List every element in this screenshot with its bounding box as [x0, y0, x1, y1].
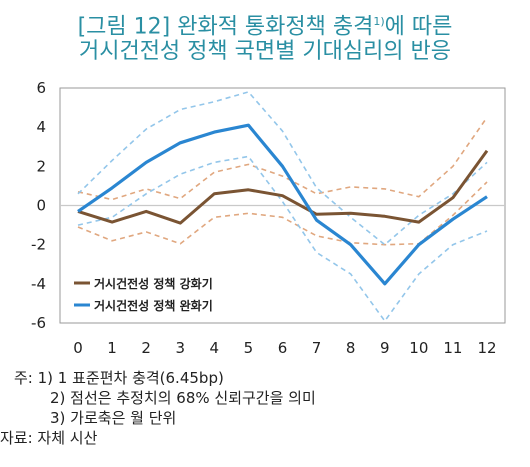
x-tick-label-5: 5 [244, 339, 254, 357]
x-tick-label-6: 6 [278, 339, 288, 357]
x-tick-label-0: 0 [73, 339, 83, 357]
y-tick-label-2: 2 [36, 157, 46, 175]
x-tick-label-1: 1 [107, 339, 117, 357]
chart-title-footnote-mark: 1) [373, 15, 385, 28]
series-1-upper-band [77, 90, 488, 246]
x-tick-label-9: 9 [380, 339, 390, 357]
source-note: 자료: 자체 시산 [0, 429, 98, 447]
chart-title-main: [그림 12] 완화적 통화정책 충격 [77, 14, 374, 40]
y-tick-label-6: -6 [31, 314, 46, 332]
note-2: 2) 점선은 추정치의 68% 신뢰구간을 의미 [50, 389, 316, 407]
x-tick-label-7: 7 [312, 339, 322, 357]
chart-title-tail: 에 따른 [384, 14, 453, 40]
series-1-line [77, 123, 488, 286]
legend-label-0: 거시건전성 정책 강화기 [94, 276, 213, 291]
y-tick-label-4: -2 [31, 236, 46, 254]
x-tick-label-12: 12 [477, 339, 496, 357]
x-tick-label-3: 3 [175, 339, 185, 357]
y-tick-label-5: -4 [31, 275, 46, 293]
series-0-line [77, 149, 489, 225]
x-tick-label-8: 8 [346, 339, 356, 357]
series-0-upper-band [77, 116, 488, 201]
x-tick-label-10: 10 [409, 339, 428, 357]
series-1-lower-band [77, 155, 488, 323]
x-tick-label-2: 2 [141, 339, 151, 357]
x-tick-label-11: 11 [443, 339, 462, 357]
chart-notes: 주: 1) 1 표준편차 충격(6.45bp) 2) 점선은 추정치의 68% … [0, 368, 316, 448]
chart-title-line-1: [그림 12] 완화적 통화정책 충격1)에 따른 [0, 8, 530, 41]
note-3: 3) 가로축은 월 단위 [50, 409, 177, 427]
chart-title-line-2: 거시건전성 정책 국면별 기대심리의 반응 [78, 39, 452, 64]
note-1: 주: 1) 1 표준편차 충격(6.45bp) [14, 369, 224, 387]
y-tick-label-1: 4 [36, 118, 46, 136]
legend-label-1: 거시건전성 정책 완화기 [94, 298, 213, 313]
x-tick-label-4: 4 [210, 339, 220, 357]
y-tick-label-0: 6 [36, 79, 46, 97]
y-tick-label-3: 0 [36, 197, 46, 215]
